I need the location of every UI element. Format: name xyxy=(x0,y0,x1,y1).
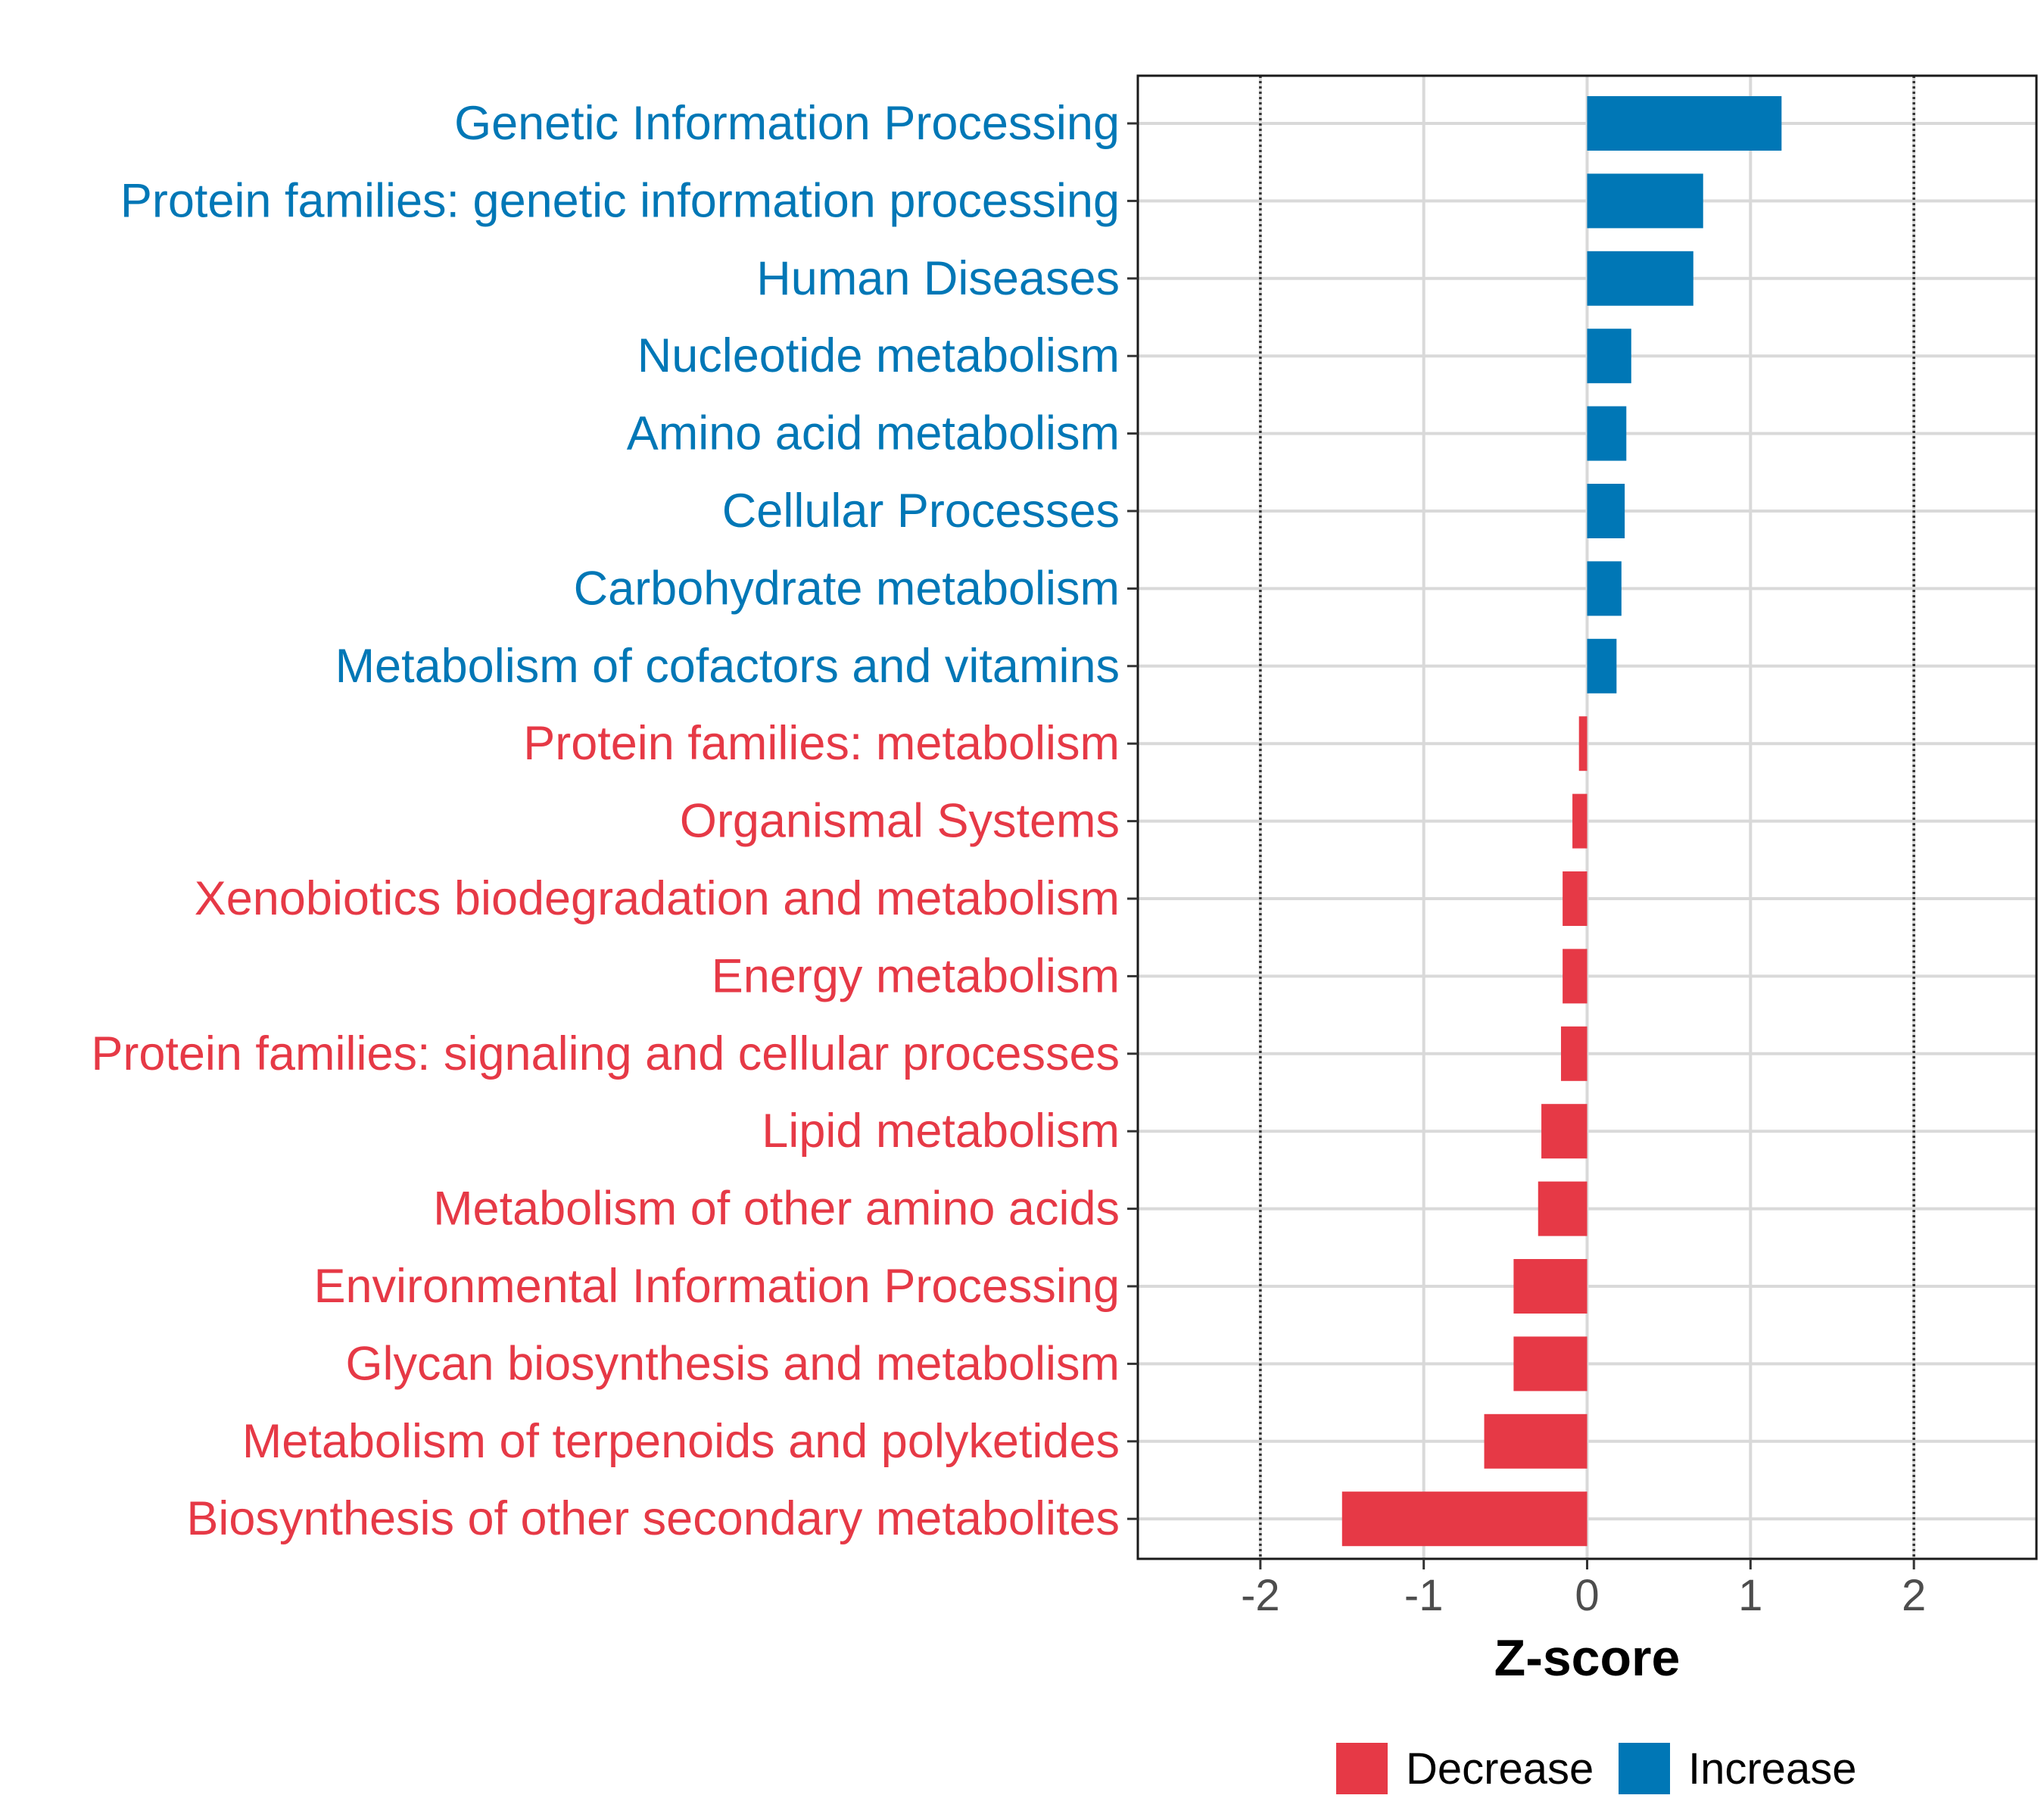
category-label: Environmental Information Processing xyxy=(313,1260,1120,1313)
category-label: Metabolism of other amino acids xyxy=(433,1183,1120,1236)
category-label: Amino acid metabolism xyxy=(627,407,1120,460)
x-tick-label: 0 xyxy=(1575,1571,1599,1620)
bar-decrease xyxy=(1560,1026,1588,1081)
bar-decrease xyxy=(1578,716,1588,771)
bar-decrease xyxy=(1572,793,1588,849)
bar-increase xyxy=(1587,173,1703,229)
x-tick-label: 2 xyxy=(1902,1571,1926,1620)
bar-decrease xyxy=(1513,1259,1588,1314)
category-label: Protein families: signaling and cellular… xyxy=(91,1027,1120,1080)
x-tick-label: -2 xyxy=(1241,1571,1280,1620)
legend-label-decrease: Decrease xyxy=(1406,1744,1594,1794)
bar-increase xyxy=(1587,561,1622,616)
bar-increase xyxy=(1587,406,1627,461)
legend-key-increase xyxy=(1619,1743,1670,1794)
category-label: Organismal Systems xyxy=(680,795,1120,848)
bar-increase xyxy=(1587,329,1631,384)
category-label: Biosynthesis of other secondary metaboli… xyxy=(186,1492,1120,1545)
category-label: Carbohydrate metabolism xyxy=(574,562,1120,615)
category-label: Xenobiotics biodegradation and metabolis… xyxy=(195,872,1120,925)
bar-decrease xyxy=(1538,1181,1588,1236)
category-label: Energy metabolism xyxy=(712,949,1120,1002)
category-label: Lipid metabolism xyxy=(762,1105,1120,1158)
x-tick-label: -1 xyxy=(1404,1571,1444,1620)
bar-increase xyxy=(1587,96,1782,151)
bar-decrease xyxy=(1513,1336,1588,1392)
bar-increase xyxy=(1587,638,1617,693)
bar-decrease xyxy=(1563,949,1588,1004)
axis-ticks xyxy=(1127,122,1915,1569)
category-label: Human Diseases xyxy=(756,252,1120,305)
bar-increase xyxy=(1587,484,1625,538)
category-label: Cellular Processes xyxy=(722,485,1120,538)
legend: Decrease Increase xyxy=(1336,1743,1856,1794)
bar-decrease xyxy=(1341,1491,1588,1547)
legend-label-increase: Increase xyxy=(1688,1744,1856,1794)
category-label: Nucleotide metabolism xyxy=(637,329,1120,382)
category-label: Glycan biosynthesis and metabolism xyxy=(346,1337,1120,1390)
category-labels: Genetic Information Processing Protein fa… xyxy=(91,97,1120,1545)
x-axis-title: Z-score xyxy=(1494,1629,1681,1687)
x-tick-labels: -2 -1 0 1 2 xyxy=(1241,1571,1926,1620)
category-label: Metabolism of cofactors and vitamins xyxy=(335,640,1120,693)
legend-key-decrease xyxy=(1336,1743,1388,1794)
category-label: Genetic Information Processing xyxy=(454,97,1120,150)
bar-decrease xyxy=(1563,871,1588,926)
category-label: Protein families: genetic information pr… xyxy=(120,174,1120,227)
category-label: Metabolism of terpenoids and polyketides xyxy=(242,1415,1120,1468)
bar-decrease xyxy=(1541,1104,1588,1159)
bar-increase xyxy=(1587,251,1693,306)
bars-layer xyxy=(1341,96,1782,1547)
x-tick-label: 1 xyxy=(1738,1571,1762,1620)
reference-lines xyxy=(1259,76,1915,1559)
bar-decrease xyxy=(1484,1413,1588,1469)
category-label: Protein families: metabolism xyxy=(523,717,1120,770)
